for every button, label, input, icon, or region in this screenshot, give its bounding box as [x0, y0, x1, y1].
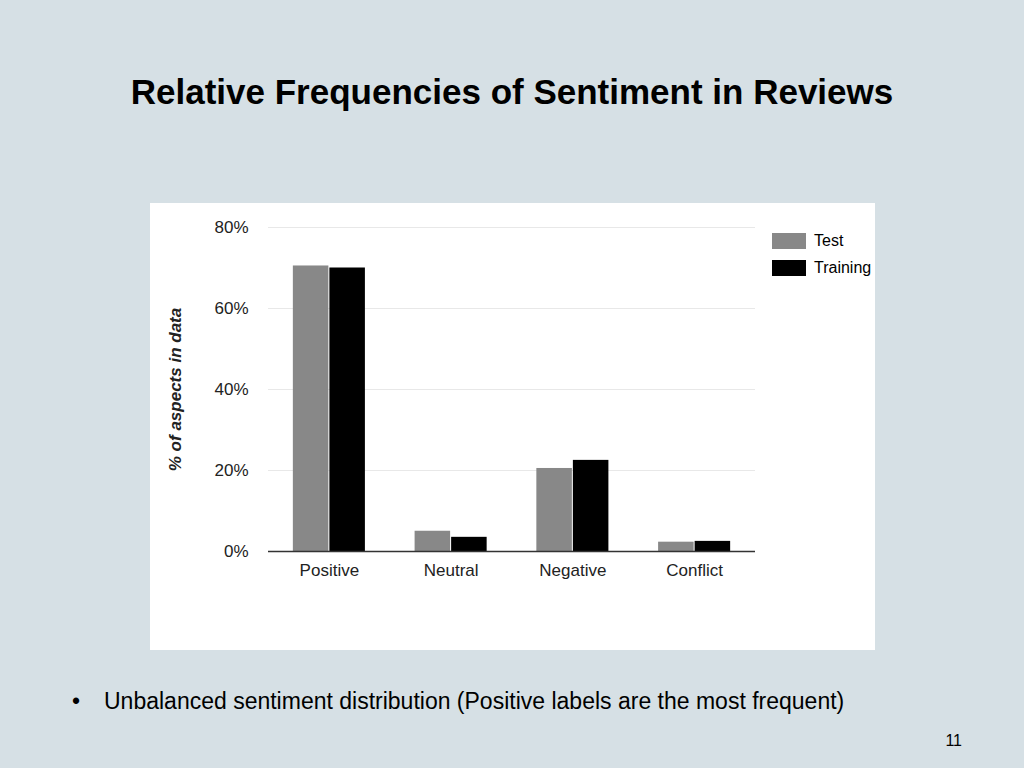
html-text:Training: Training	[814, 258, 872, 276]
svg-text:Positive: Positive	[300, 561, 360, 580]
svg-text:40%: 40%	[214, 380, 248, 399]
svg-text:80%: 80%	[214, 218, 248, 237]
html-text:Unbalanced sentiment distribut: Unbalanced sentiment distribution (Posit…	[104, 688, 845, 714]
html-text:Relative Frequencies of Sentim: Relative Frequencies of Sentiment in Rev…	[130, 72, 894, 111]
svg-text:Negative: Negative	[539, 561, 606, 580]
svg-text:0%: 0%	[224, 542, 249, 561]
html-text:11: 11	[945, 732, 962, 749]
svg-text:% of aspects in data: % of aspects in data	[166, 308, 185, 471]
svg-text:20%: 20%	[214, 461, 248, 480]
svg-text:60%: 60%	[214, 299, 248, 318]
svg-text:Conflict: Conflict	[666, 561, 723, 580]
html-text:Test: Test	[814, 231, 844, 249]
svg-text:Neutral: Neutral	[424, 561, 479, 580]
